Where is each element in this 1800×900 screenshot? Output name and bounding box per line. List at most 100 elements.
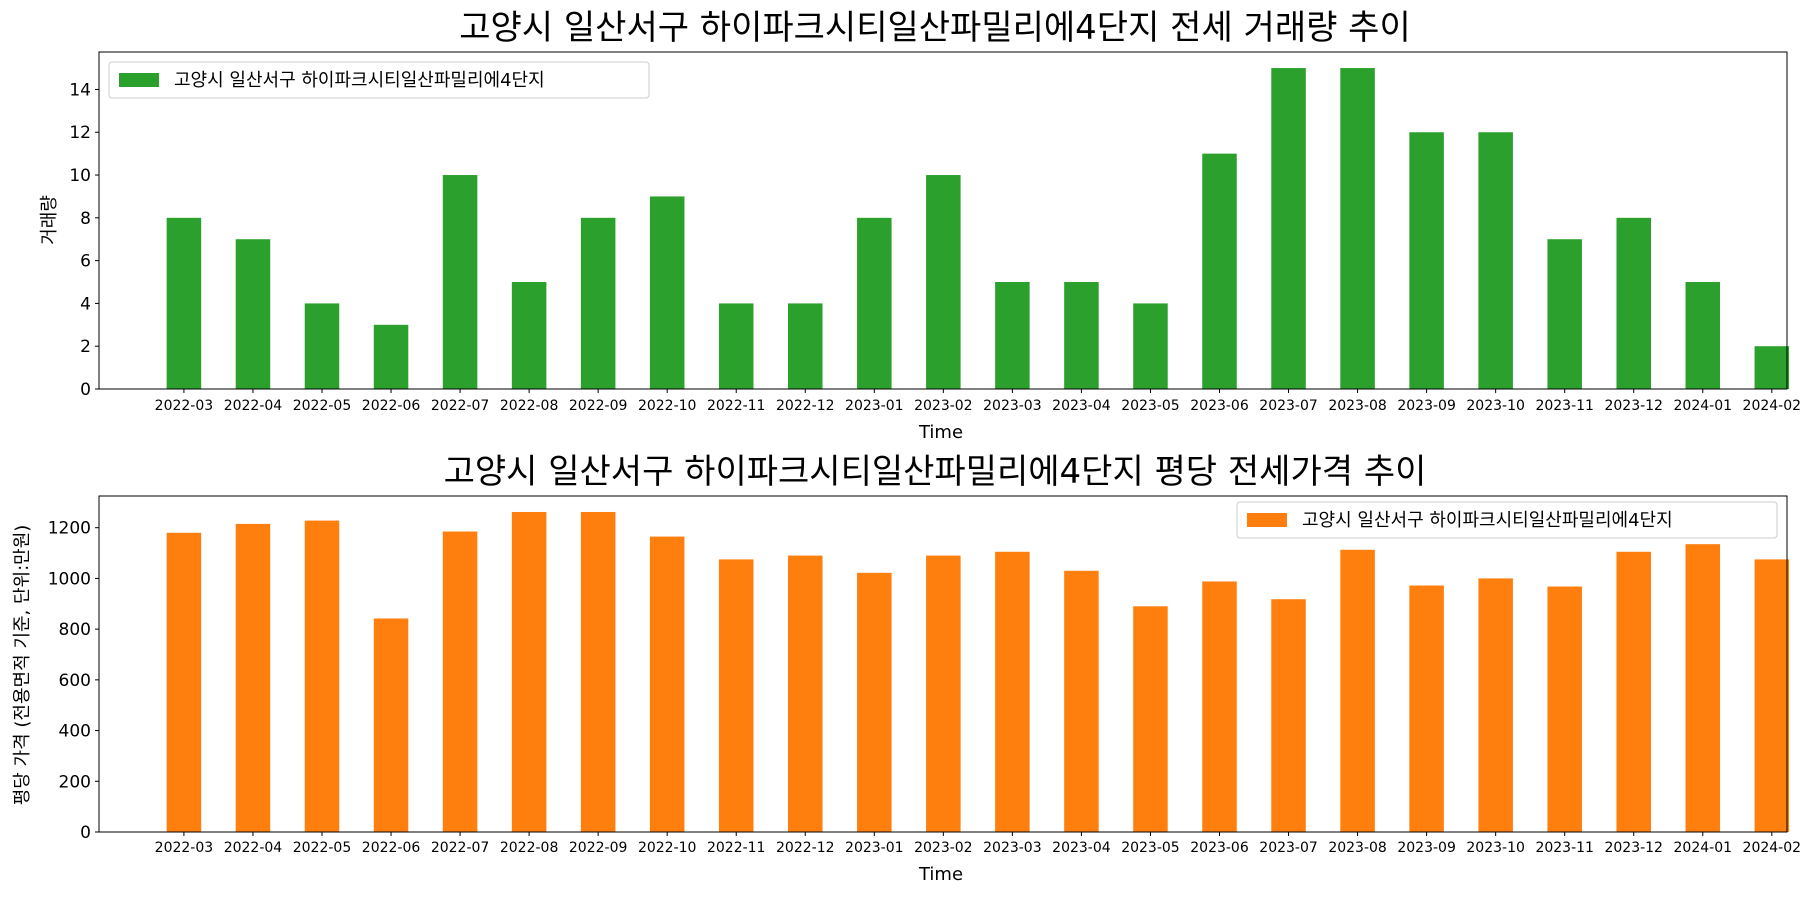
bar [1754,559,1790,832]
bar [1133,606,1168,832]
x-tick-label: 2024-01 [1674,398,1733,414]
x-tick-label: 2023-03 [983,398,1042,414]
chart-title: 고양시 일산서구 하이파크시티일산파밀리에4단지 전세 거래량 추이 [459,8,1411,48]
legend-swatch [119,73,159,87]
y-tick-label: 800 [59,620,91,640]
bar [926,555,961,832]
x-tick-label: 2022-03 [155,398,214,414]
bar [511,511,547,832]
y-tick-label: 1000 [48,569,91,589]
bar [718,559,754,832]
x-tick-label: 2022-08 [500,398,559,414]
legend: 고양시 일산서구 하이파크시티일산파밀리에4단지 [108,61,650,99]
bar [235,239,271,389]
bar [1133,303,1168,389]
y-tick-label: 1200 [48,519,91,539]
y-tick-label: 400 [59,722,91,742]
x-tick-label: 2023-12 [1604,398,1663,414]
bar [788,303,823,389]
x-tick-label: 2023-07 [1259,840,1318,856]
bar [857,217,892,389]
x-tick-label: 2023-10 [1466,398,1525,414]
bar [926,175,961,389]
x-tick-label: 2022-05 [293,840,352,856]
bar [649,196,685,389]
bar [511,282,547,389]
bar [1685,544,1721,832]
x-tick-label: 2022-05 [293,398,352,414]
x-axis: 2022-03 2022-04 2022-05 2022-06 2022-07 2022-… [155,389,1800,414]
y-tick-label: 0 [80,823,91,843]
x-tick-label: 2022-11 [707,398,766,414]
bars [166,68,1790,390]
y-tick-label: 14 [69,80,91,100]
bar [1064,570,1099,832]
x-tick-label: 2023-04 [1052,398,1111,414]
x-tick-label: 2022-07 [431,840,490,856]
y-axis: 0 200 400 600 800 1000 1200 [48,519,99,843]
y-tick-label: 600 [59,671,91,691]
legend-label: 고양시 일산서구 하이파크시티일산파밀리에4단지 [1302,510,1673,531]
bar [373,324,409,389]
x-tick-label: 2023-03 [983,840,1042,856]
y-tick-label: 200 [59,772,91,792]
x-axis-label: Time [918,422,963,443]
bar [235,523,271,832]
bar [1409,132,1444,389]
bar [1202,581,1237,832]
x-tick-label: 2022-11 [707,840,766,856]
x-tick-label: 2022-04 [224,398,283,414]
x-tick-label: 2023-02 [914,840,973,856]
x-tick-label: 2022-09 [569,840,628,856]
x-tick-label: 2023-10 [1466,840,1525,856]
bar [442,531,478,832]
bar [1064,282,1099,389]
legend: 고양시 일산서구 하이파크시티일산파밀리에4단지 [1236,501,1778,539]
bar [1754,346,1790,389]
x-tick-label: 2022-12 [776,840,835,856]
x-axis: 2022-03 2022-04 2022-05 2022-06 2022-07 2022-… [155,832,1800,856]
bar [442,175,478,389]
bar [995,282,1030,389]
bar [304,520,340,832]
x-tick-label: 2023-05 [1121,398,1180,414]
x-tick-label: 2022-10 [638,840,697,856]
y-tick-label: 4 [80,294,91,314]
bar [1271,599,1306,832]
y-tick-label: 6 [80,252,91,272]
bar [304,303,340,389]
x-axis-label: Time [918,864,963,885]
bar [1616,217,1651,389]
x-tick-label: 2023-05 [1121,840,1180,856]
x-tick-label: 2024-02 [1743,398,1800,414]
bar [995,551,1030,832]
x-tick-label: 2022-07 [431,398,490,414]
x-tick-label: 2023-06 [1190,840,1249,856]
bar [1616,551,1651,832]
x-tick-label: 2022-12 [776,398,835,414]
legend-box [1236,501,1778,539]
x-tick-label: 2023-04 [1052,840,1111,856]
bar [1202,153,1237,389]
legend-box [108,61,650,99]
legend-swatch [1247,513,1287,527]
x-tick-label: 2023-07 [1259,398,1318,414]
bar [649,536,685,832]
x-tick-label: 2024-02 [1743,840,1800,856]
x-tick-label: 2022-04 [224,840,283,856]
y-tick-label: 2 [80,337,91,357]
bar [1340,68,1375,390]
x-tick-label: 2023-01 [845,398,904,414]
x-tick-label: 2023-12 [1604,840,1663,856]
x-tick-label: 2023-01 [845,840,904,856]
y-axis-label: 평당 가격 (전용면적 기준, 단위:만원) [12,525,33,806]
bar [1685,282,1721,389]
x-tick-label: 2022-08 [500,840,559,856]
bar [1547,239,1582,389]
legend-label: 고양시 일산서구 하이파크시티일산파밀리에4단지 [174,70,545,91]
volume-chart: 고양시 일산서구 하이파크시티일산파밀리에4단지 전세 거래량 추이 0 2 4 6 8… [39,8,1800,443]
bar [857,572,892,832]
bar [580,217,616,389]
x-tick-label: 2022-10 [638,398,697,414]
